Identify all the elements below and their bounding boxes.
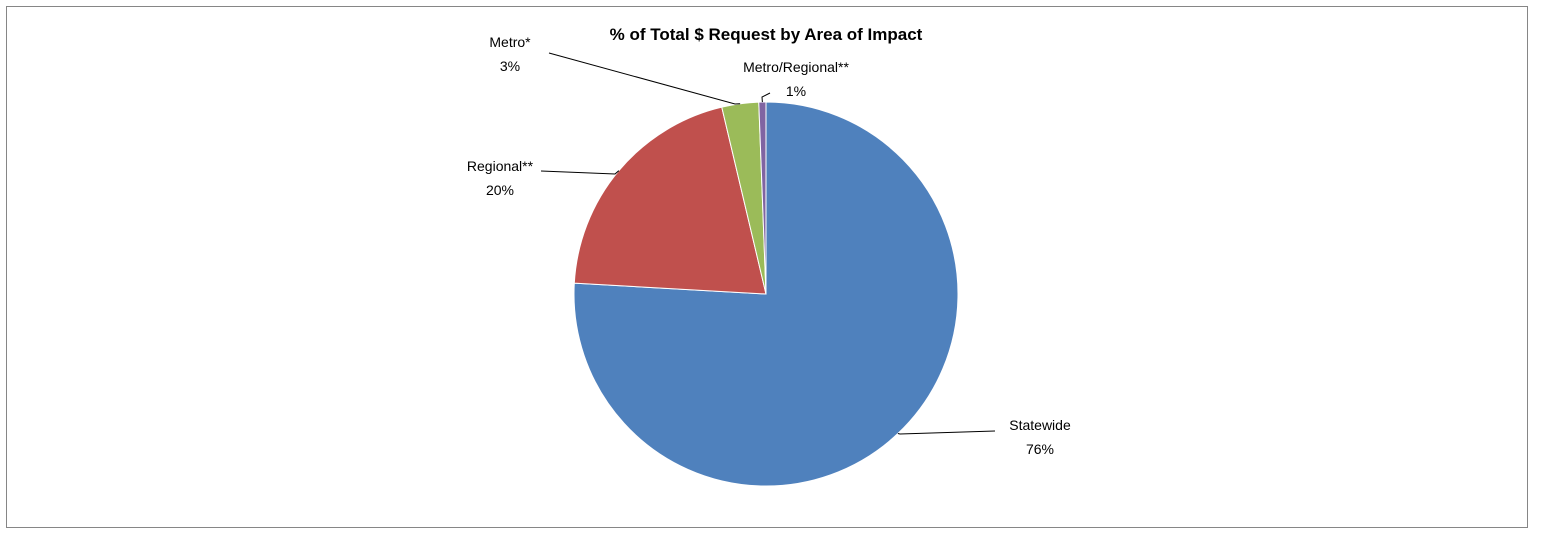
chart-title: % of Total $ Request by Area of Impact [610,25,923,44]
label-statewide-percent: 76% [1026,441,1054,457]
label-regional-percent: 20% [486,182,514,198]
pie-slices [573,101,959,487]
pie-slice-statewide [573,101,959,487]
label-metro-percent: 3% [500,58,520,74]
pie-slice-regional [573,106,767,295]
label-metro-regional-name: Metro/Regional** [743,59,849,75]
leader-lines [540,52,996,435]
leader-line [761,92,771,103]
leader-line [540,170,620,175]
label-metro-name: Metro* [489,34,531,50]
label-statewide-name: Statewide [1009,417,1071,433]
leader-line [548,52,741,105]
label-metro-regional-percent: 1% [786,83,806,99]
label-regional-name: Regional** [467,158,534,174]
leader-line [897,430,996,435]
